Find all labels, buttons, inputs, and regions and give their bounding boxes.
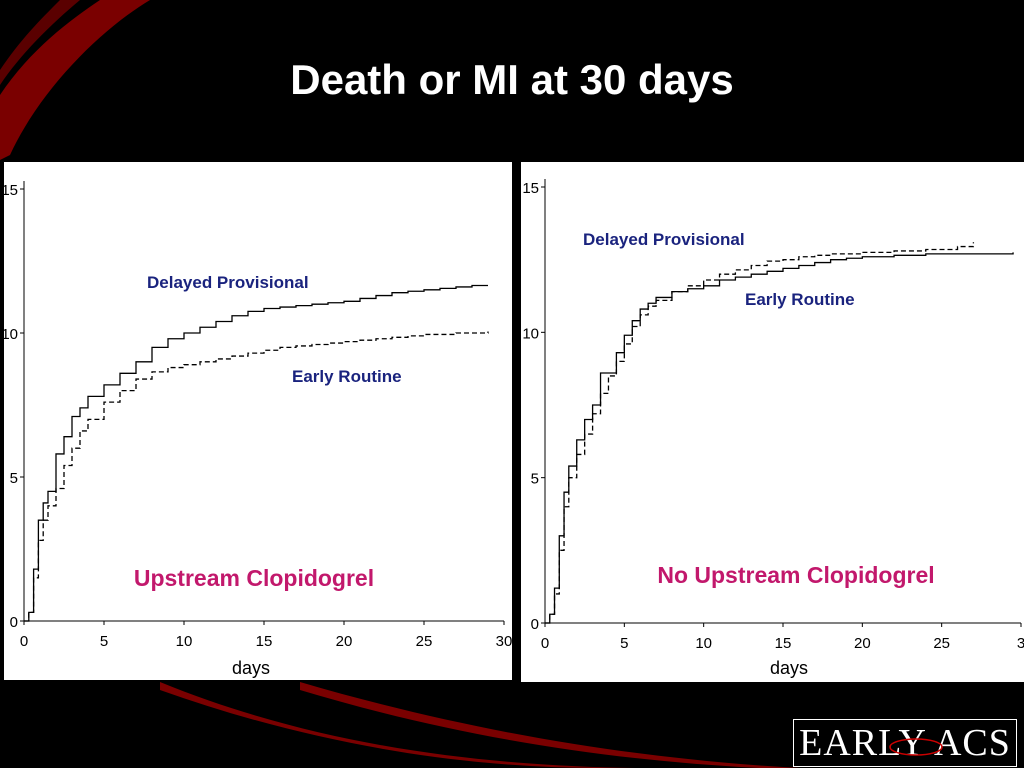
- x-axis-label: days: [770, 658, 808, 678]
- series-label-early-routine: Early Routine: [745, 290, 855, 309]
- x-tick-label: 5: [100, 633, 108, 650]
- y-tick-label: 0: [10, 614, 18, 631]
- x-tick-label: 5: [620, 635, 628, 652]
- y-tick-label: 5: [531, 471, 539, 488]
- chart-title: No Upstream Clopidogrel: [657, 562, 934, 588]
- series-label-early-routine: Early Routine: [292, 367, 402, 386]
- x-tick-label: 25: [416, 633, 433, 650]
- logo-text: EARLY ACS: [799, 722, 1011, 764]
- series-label-delayed-provisional: Delayed Provisional: [583, 230, 745, 249]
- x-tick-label: 10: [695, 635, 712, 652]
- early-acs-logo: EARLY ACS: [793, 719, 1017, 767]
- x-tick-label: 0: [20, 633, 28, 650]
- x-tick-label: 10: [176, 633, 193, 650]
- series-line-delayed-provisional: [545, 252, 1014, 624]
- x-tick-label: 15: [256, 633, 273, 650]
- chart-upstream-clopidogrel: 0 5 10 15 0 5 10 15 20 25 30 Delayed Provisional Ear…: [4, 181, 512, 678]
- logo-swirl: [889, 738, 943, 756]
- swoosh-top-left: [0, 0, 150, 160]
- x-tick-label: 0: [541, 635, 549, 652]
- x-tick-label: 30: [496, 633, 512, 650]
- x-tick-label: 20: [854, 635, 871, 652]
- series-label-delayed-provisional: Delayed Provisional: [147, 273, 309, 292]
- y-tick-label: 10: [522, 325, 539, 342]
- swoosh-bottom-2: [300, 682, 800, 768]
- slide-title: Death or MI at 30 days: [290, 56, 734, 103]
- y-tick-label: 10: [4, 326, 18, 343]
- series-line-early-routine: [24, 331, 489, 622]
- chart-no-upstream-clopidogrel: 0 5 10 15 0 5 10 15 20 25 3 Delayed Provisional Earl…: [522, 179, 1024, 678]
- x-tick-label: 15: [775, 635, 792, 652]
- y-tick-label: 5: [10, 470, 18, 487]
- series-line-early-routine: [545, 242, 975, 624]
- series-line-delayed-provisional: [24, 284, 488, 622]
- chart-panel-no-upstream: 0 5 10 15 0 5 10 15 20 25 3 Delayed Provisional Earl…: [521, 162, 1024, 682]
- chart-panel-upstream: 0 5 10 15 0 5 10 15 20 25 30 Delayed Provisional Ear…: [4, 162, 512, 680]
- y-tick-label: 15: [522, 180, 539, 197]
- x-tick-label: 20: [336, 633, 353, 650]
- x-tick-label: 25: [933, 635, 950, 652]
- y-tick-label: 15: [4, 182, 18, 199]
- chart-title: Upstream Clopidogrel: [134, 565, 374, 591]
- y-tick-label: 0: [531, 616, 539, 633]
- x-tick-label: 3: [1017, 635, 1024, 652]
- x-axis-label: days: [232, 658, 270, 678]
